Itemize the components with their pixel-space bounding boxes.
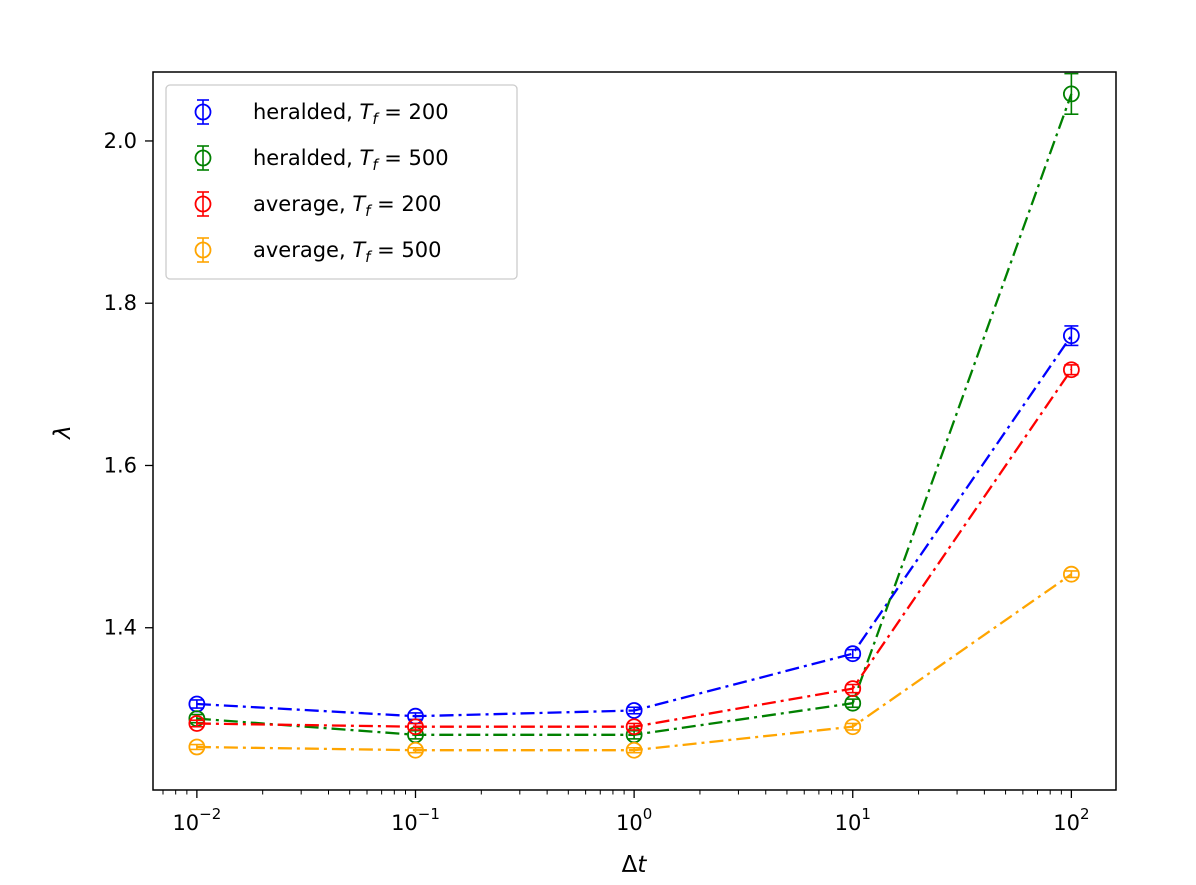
x-tick-label: 101 <box>835 805 871 835</box>
data-point <box>625 702 643 719</box>
legend-label-prefix: average, <box>253 192 352 216</box>
data-point <box>1062 565 1080 583</box>
y-tick-label: 1.6 <box>104 453 137 477</box>
x-axis-label-var: t <box>637 852 647 878</box>
x-axis-label: Δt <box>622 852 648 878</box>
x-tick-label: 100 <box>616 805 652 835</box>
x-tick-label: 102 <box>1053 805 1089 835</box>
legend-label-subscript: f <box>372 156 380 174</box>
data-point <box>844 645 862 663</box>
legend-label-suffix: = 200 <box>370 192 441 216</box>
series-4 <box>188 565 1080 759</box>
data-point <box>407 718 424 736</box>
x-tick-label-exponent: −2 <box>199 805 221 823</box>
legend-label: heralded, Tf = 200 <box>253 100 449 128</box>
y-axis-label-text: λ <box>50 425 76 441</box>
legend-label-subscript: f <box>365 248 373 266</box>
y-tick-label: 1.4 <box>104 616 137 640</box>
data-point <box>1062 327 1080 345</box>
y-axis-label: λ <box>50 425 76 441</box>
series-line <box>196 369 1073 728</box>
y-tick-label: 1.8 <box>104 291 137 315</box>
x-tick-label-base: 10 <box>172 811 199 835</box>
data-point <box>188 715 206 732</box>
legend-label-prefix: heralded, <box>253 100 360 124</box>
legend-label-symbol: T <box>360 100 375 124</box>
legend-item: average, Tf = 500 <box>194 237 441 266</box>
data-point <box>1062 85 1080 103</box>
series-3 <box>188 361 1080 736</box>
legend-label: average, Tf = 200 <box>253 192 441 220</box>
legend-box <box>165 84 518 280</box>
x-tick-label-exponent: −1 <box>418 805 440 823</box>
legend-label-suffix: = 500 <box>370 238 441 262</box>
legend-label-subscript: f <box>365 202 373 220</box>
legend-item: heralded, Tf = 200 <box>194 99 449 128</box>
data-point <box>844 718 862 736</box>
x-tick-label-base: 10 <box>835 811 862 835</box>
legend-marker <box>194 149 212 167</box>
legend-label-prefix: average, <box>253 238 352 262</box>
data-point <box>625 718 643 736</box>
x-tick-label-exponent: 0 <box>643 805 653 823</box>
data-point <box>844 680 862 697</box>
legend-marker <box>194 103 212 121</box>
x-tick-label-base: 10 <box>1053 811 1080 835</box>
data-point <box>1062 361 1080 379</box>
data-point <box>407 741 424 759</box>
data-point <box>188 738 206 756</box>
legend-label: average, Tf = 500 <box>253 238 441 266</box>
x-tick-label-exponent: 2 <box>1080 805 1090 823</box>
y-tick-label: 2.0 <box>104 129 137 153</box>
legend-label-symbol: T <box>352 192 367 216</box>
x-tick-label-exponent: 1 <box>861 805 871 823</box>
legend-label: heralded, Tf = 500 <box>253 146 449 174</box>
legend-label-suffix: = 200 <box>378 100 449 124</box>
x-tick-label-base: 10 <box>616 811 643 835</box>
legend-label-prefix: heralded, <box>253 146 360 170</box>
data-point <box>625 741 643 759</box>
x-tick-label: 10−1 <box>391 805 440 835</box>
series-1 <box>188 325 1080 725</box>
x-axis-label-text: Δ <box>622 852 638 878</box>
x-tick-label: 10−2 <box>172 805 221 835</box>
legend-label-symbol: T <box>360 146 375 170</box>
legend-marker <box>194 195 212 213</box>
legend-item: heralded, Tf = 500 <box>194 145 449 174</box>
legend-label-symbol: T <box>352 238 367 262</box>
legend-label-subscript: f <box>372 110 380 128</box>
x-tick-label-base: 10 <box>391 811 418 835</box>
legend-label-suffix: = 500 <box>378 146 449 170</box>
legend-item: average, Tf = 200 <box>194 191 441 220</box>
legend-marker <box>194 241 212 259</box>
series-line <box>196 335 1073 718</box>
plot-area <box>188 72 1080 759</box>
